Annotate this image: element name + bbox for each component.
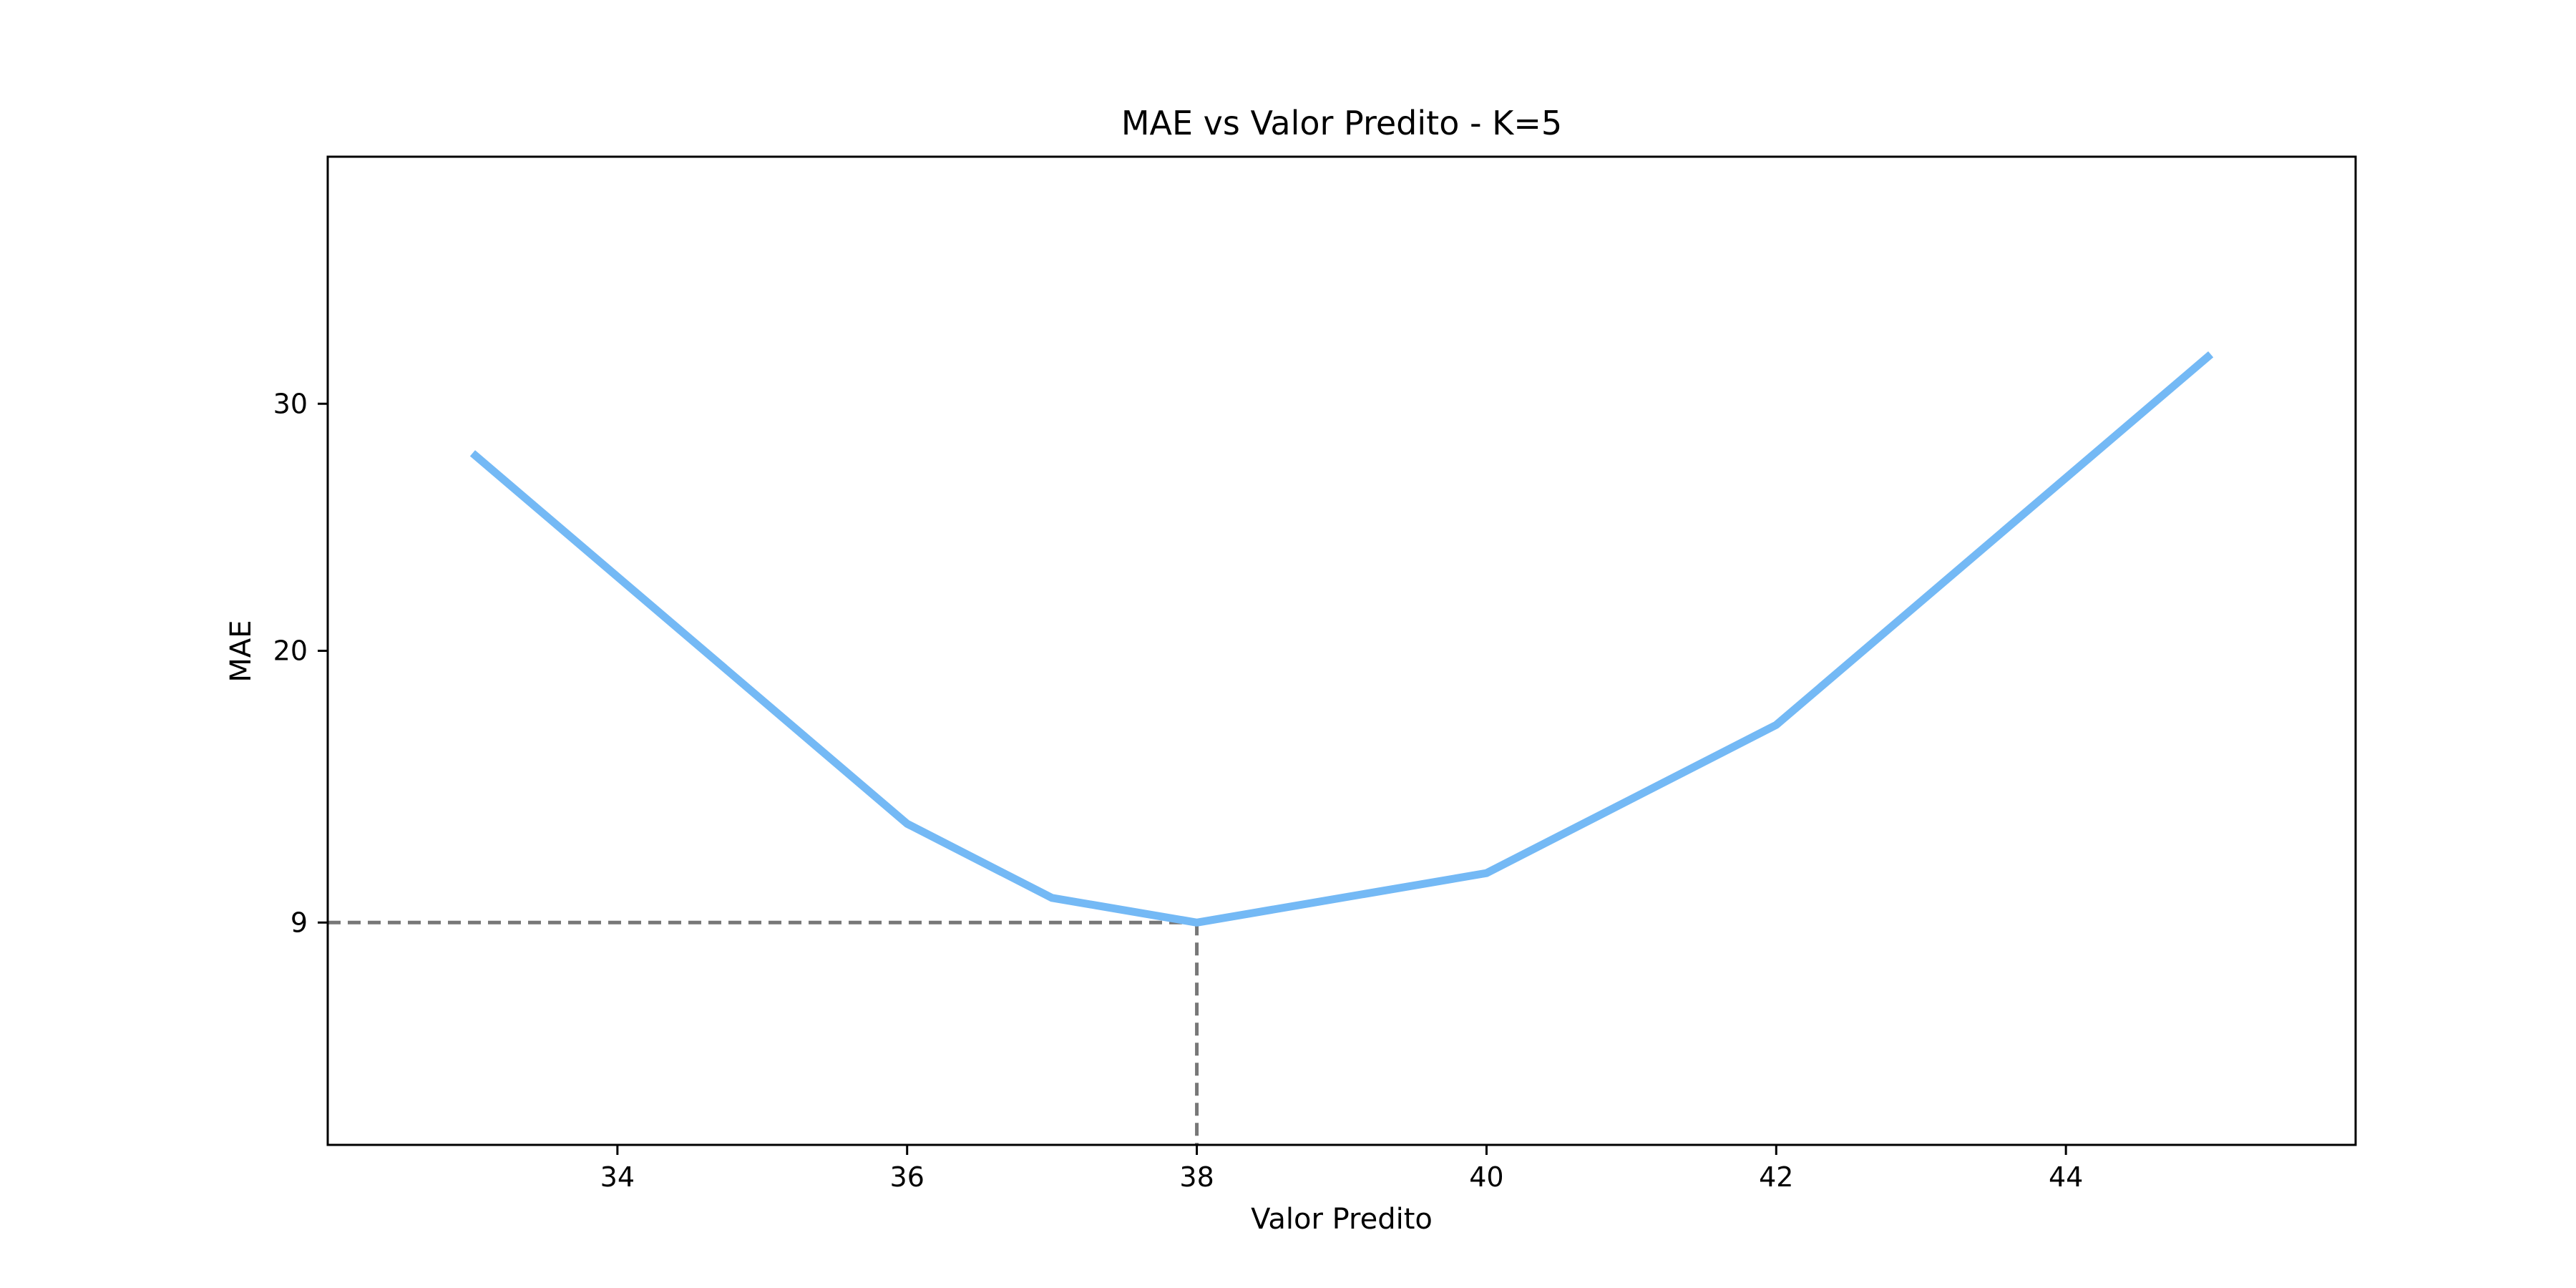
x-axis-label: Valor Predito	[1251, 1203, 1433, 1236]
x-axis: 34 36 38 40 42 44	[600, 1145, 2083, 1193]
x-tick-label: 40	[1469, 1161, 1503, 1193]
x-tick-label: 42	[1759, 1161, 1793, 1193]
chart-title: MAE vs Valor Predito - K=5	[1121, 104, 1562, 142]
y-tick-label: 30	[273, 388, 308, 419]
x-tick-label: 36	[890, 1161, 924, 1193]
reference-lines	[328, 920, 1199, 1145]
x-tick-label: 34	[600, 1161, 635, 1193]
series-layer	[469, 351, 2214, 927]
series-line-1	[469, 351, 2214, 927]
y-tick-label: 20	[273, 635, 308, 667]
y-tick-label: 9	[291, 907, 308, 938]
y-axis-label: MAE	[225, 620, 258, 682]
x-tick-label: 44	[2049, 1161, 2083, 1193]
y-axis: 9 20 30	[273, 388, 328, 938]
x-tick-label: 38	[1179, 1161, 1214, 1193]
